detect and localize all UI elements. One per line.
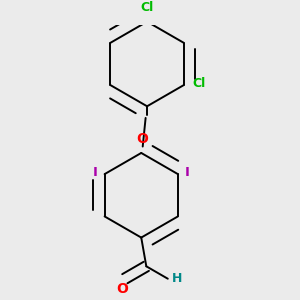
Text: Cl: Cl: [192, 77, 205, 90]
Text: O: O: [116, 282, 128, 296]
Text: H: H: [172, 272, 182, 285]
Text: O: O: [136, 132, 148, 146]
Text: I: I: [92, 166, 97, 179]
Text: Cl: Cl: [140, 2, 154, 14]
Text: I: I: [185, 166, 190, 179]
